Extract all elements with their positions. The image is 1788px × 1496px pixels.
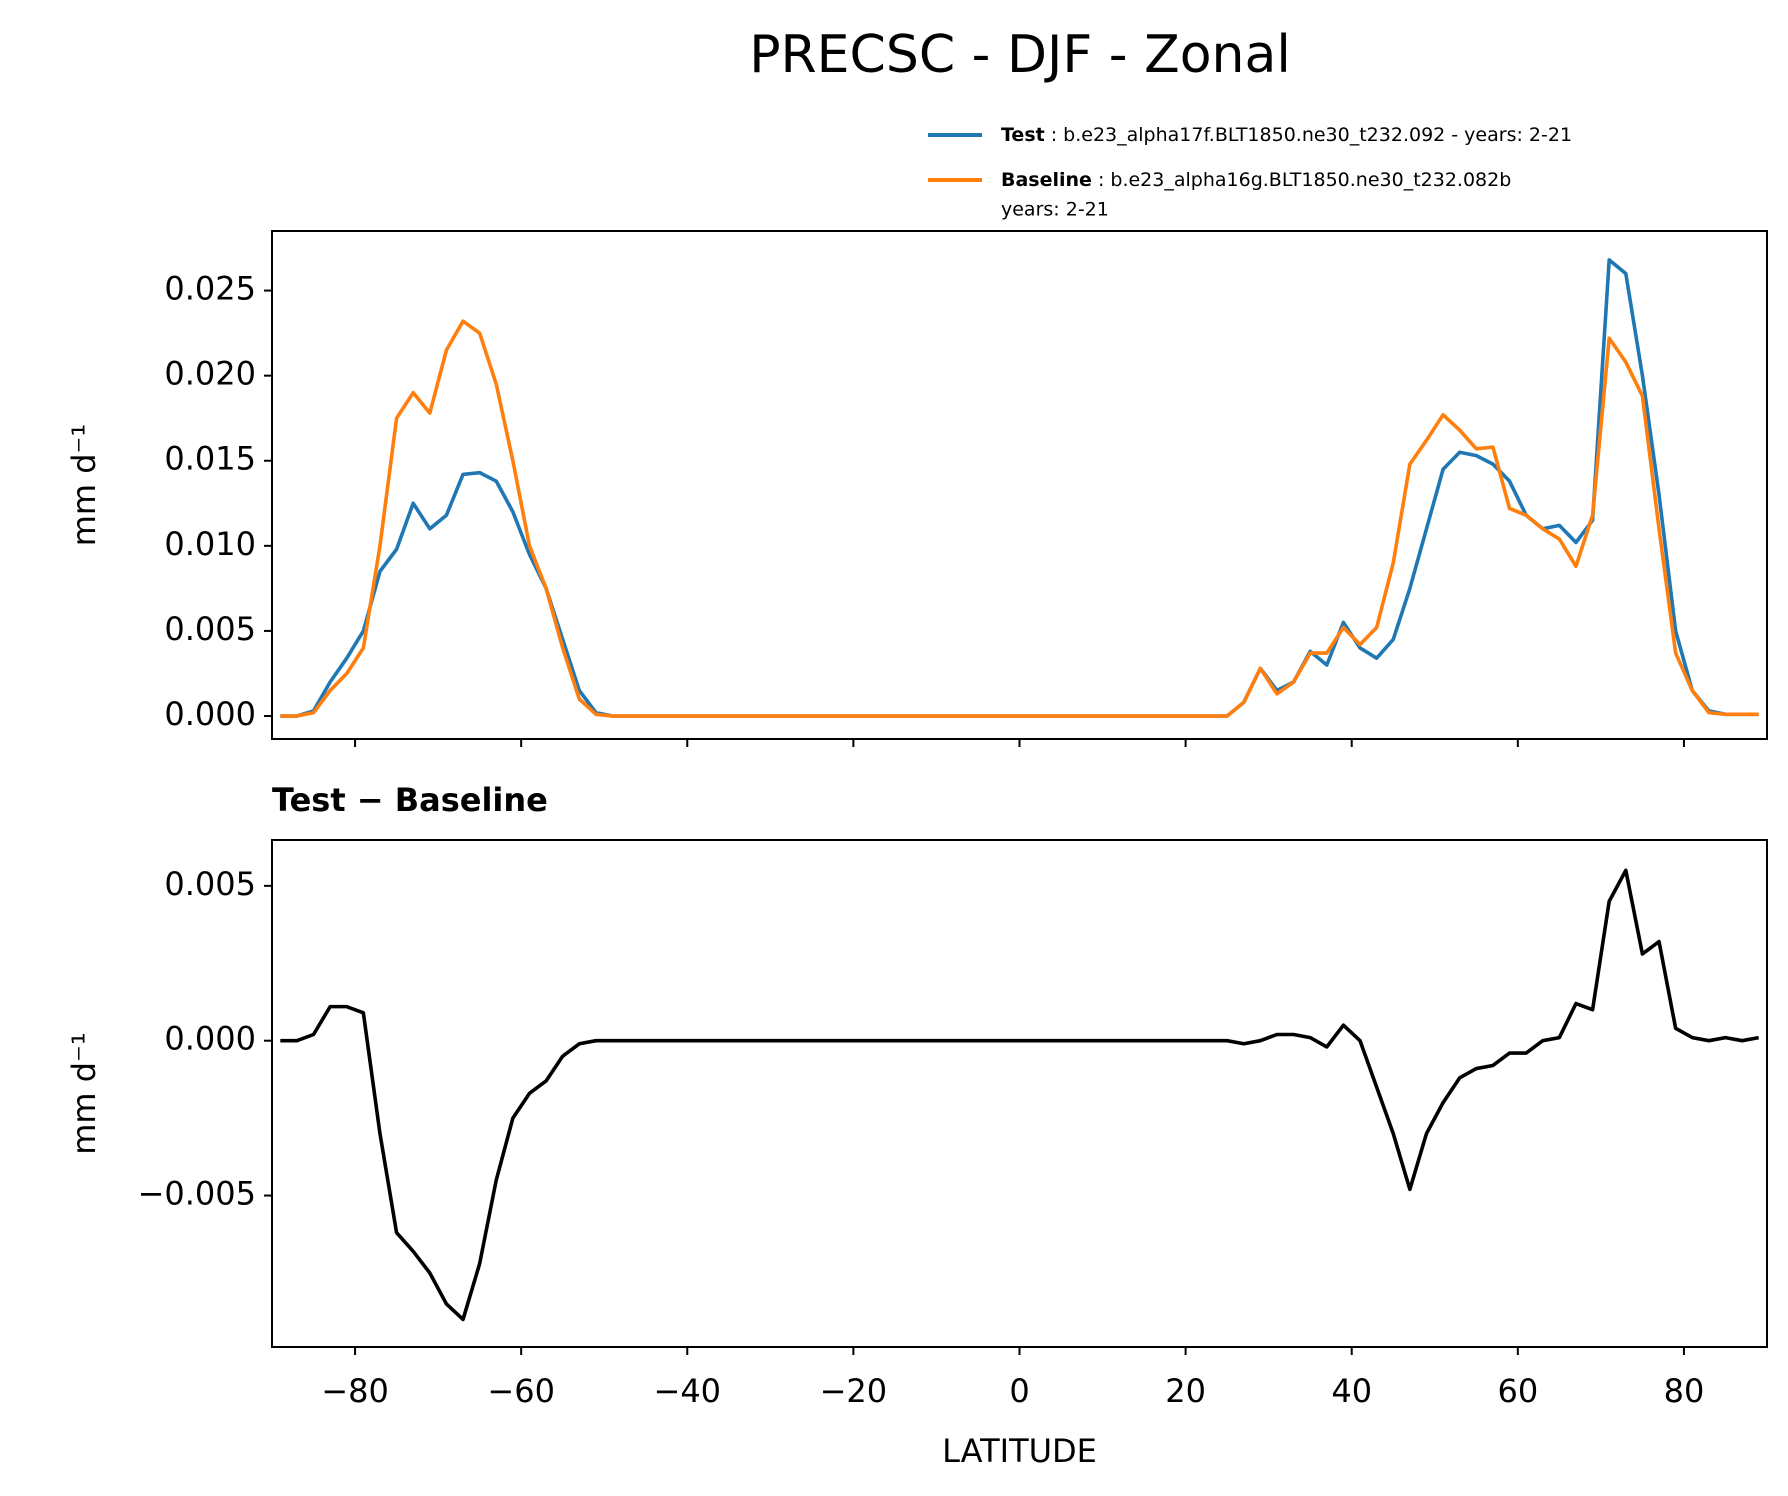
x-tick-label: −80 <box>321 1372 389 1410</box>
legend-name: Test <box>1001 124 1045 146</box>
plot-area <box>280 258 1759 718</box>
x-tick-label: −40 <box>654 1372 722 1410</box>
legend-entry: Baseline : b.e23_alpha16g.BLT1850.ne30_t2… <box>1001 169 1511 191</box>
x-axis-label: LATITUDE <box>942 1432 1097 1470</box>
y-tick-label: 0.020 <box>164 355 256 393</box>
legend-case: : b.e23_alpha17f.BLT1850.ne30_t232.092 -… <box>1051 124 1572 146</box>
data-line <box>280 868 1760 1322</box>
x-tick-label: −20 <box>820 1372 888 1410</box>
legend-entry: Test : b.e23_alpha17f.BLT1850.ne30_t232.0… <box>1001 124 1572 146</box>
y-axis-label: mm d⁻¹ <box>65 424 103 547</box>
panel-title: Test − Baseline <box>272 781 548 819</box>
y-tick-label: 0.000 <box>164 695 256 733</box>
y-tick-label: 0.010 <box>164 525 256 563</box>
axes-frame <box>271 230 1768 740</box>
x-tick-label: 20 <box>1165 1372 1206 1410</box>
legend-case-line: years: 2-21 <box>1001 199 1109 221</box>
x-tick-label: 60 <box>1497 1372 1538 1410</box>
plot-area <box>280 868 1760 1322</box>
y-tick-label: 0.015 <box>164 440 256 478</box>
legend-case: : b.e23_alpha16g.BLT1850.ne30_t232.082b <box>1098 169 1511 191</box>
legend-name: Baseline <box>1001 169 1092 191</box>
x-tick-label: 40 <box>1331 1372 1372 1410</box>
data-line <box>280 319 1759 718</box>
y-tick-label: 0.000 <box>164 1020 256 1058</box>
y-tick-label: 0.025 <box>164 270 256 308</box>
x-tick-label: 80 <box>1664 1372 1705 1410</box>
data-line <box>280 258 1759 718</box>
y-tick-label: −0.005 <box>138 1175 256 1213</box>
axes-frame <box>271 839 1768 1348</box>
y-tick-label: 0.005 <box>164 610 256 648</box>
x-tick-label: −60 <box>487 1372 555 1410</box>
y-axis-label: mm d⁻¹ <box>65 1032 103 1155</box>
x-tick-label: 0 <box>1009 1372 1029 1410</box>
figure-title: PRECSC - DJF - Zonal <box>749 25 1291 85</box>
y-tick-label: 0.005 <box>164 865 256 903</box>
